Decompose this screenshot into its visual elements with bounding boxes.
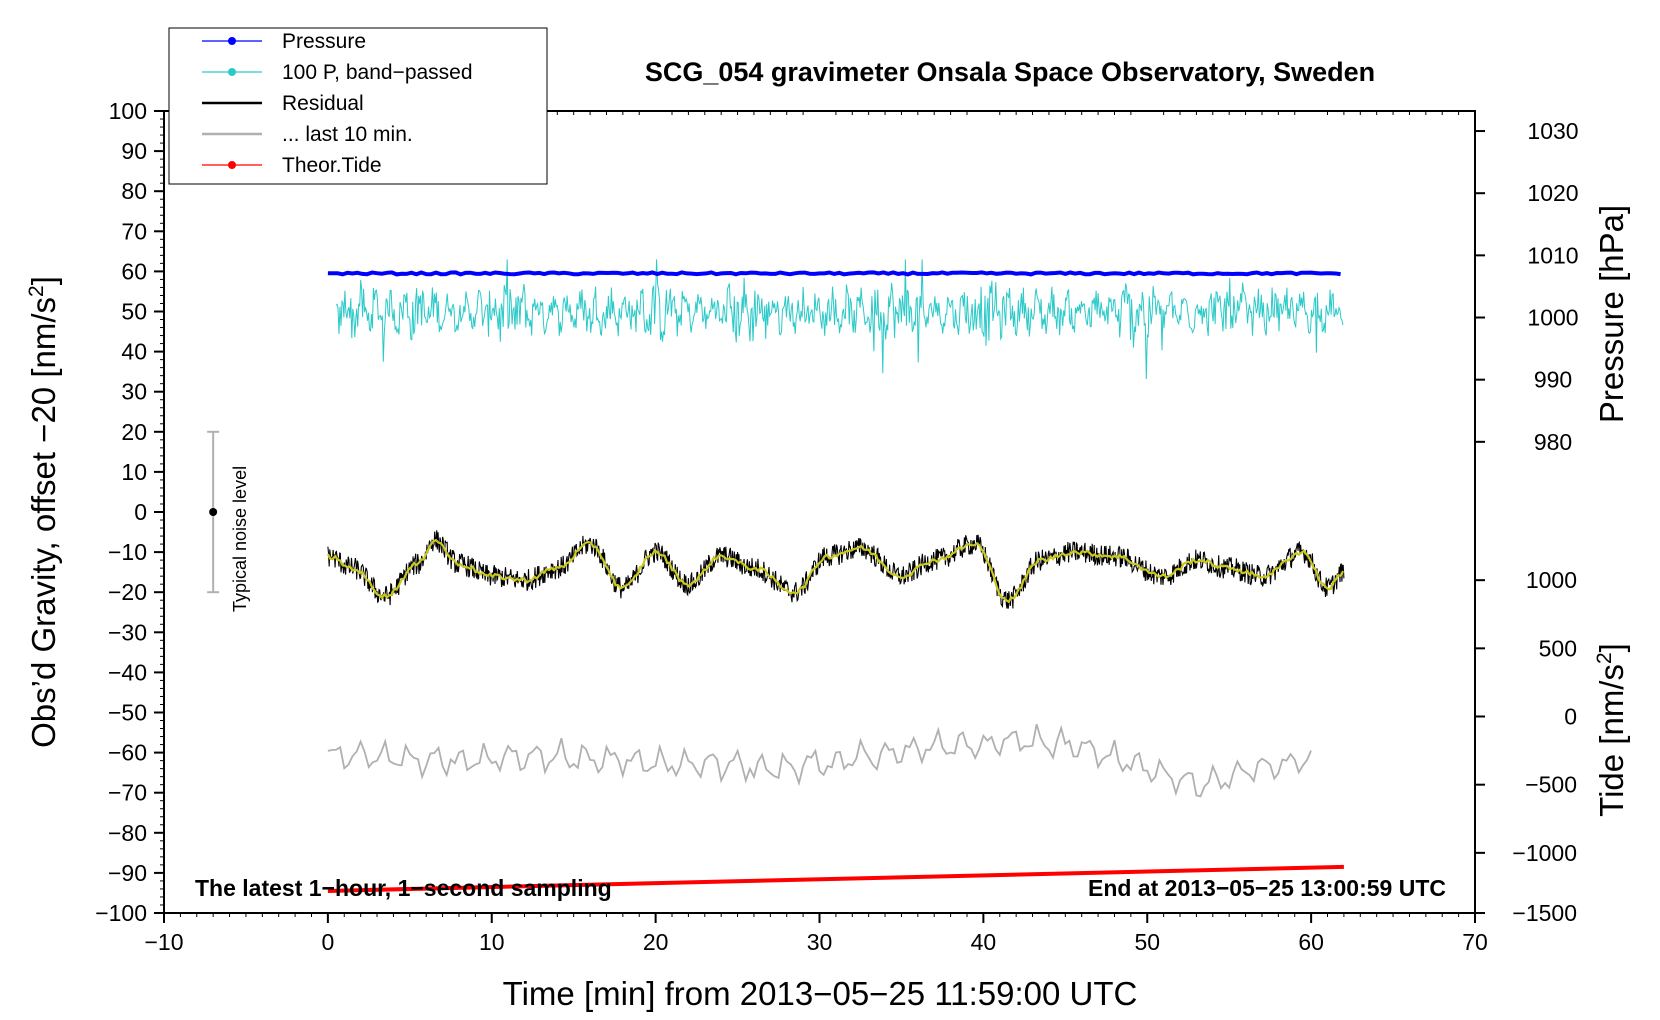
tide-axis-title: Tide [nm/s2] (1593, 643, 1630, 817)
series-residual (327, 530, 1345, 609)
tide-tick-label: −500 (1525, 772, 1577, 798)
pressure-axis-title: Pressure [hPa] (1593, 205, 1630, 423)
y-tick-label: 50 (121, 299, 147, 325)
y-axis-title-end: ] (25, 276, 62, 285)
y-tick-label: 0 (134, 499, 147, 525)
y-tick-label: −10 (108, 539, 147, 565)
y-tick-label: 10 (121, 459, 147, 485)
x-tick-label: −10 (144, 929, 183, 955)
y-axis-title-main: Obs’d Gravity, offset −20 [nm/s (25, 297, 62, 748)
x-tick-label: 10 (479, 929, 505, 955)
x-tick-label: 30 (807, 929, 833, 955)
pressure-tick-label: 1020 (1527, 180, 1578, 206)
series-last-10-min (327, 724, 1312, 798)
y-axis-title-sup: 2 (25, 285, 48, 297)
legend-label: Residual (282, 92, 364, 115)
plot-frame (163, 110, 1476, 914)
y-tick-label: 70 (121, 218, 147, 244)
pressure-tick-label: 990 (1534, 367, 1572, 393)
pressure-axis-ticks: 1030 1020 1010 1000 990 980 (1475, 118, 1579, 455)
y-tick-label: 90 (121, 138, 147, 164)
sampling-note: The latest 1−hour, 1−second sampling (195, 875, 612, 901)
tide-tick-label: −1000 (1512, 840, 1577, 866)
y-tick-label: −90 (108, 860, 147, 886)
x-tick-label: 20 (643, 929, 669, 955)
tide-tick-label: 500 (1539, 635, 1577, 661)
noise-level-bar (207, 430, 220, 594)
legend-label: ... last 10 min. (282, 123, 413, 146)
y-axis-title: Obs’d Gravity, offset −20 [nm/s2] (25, 276, 62, 748)
y-tick-label: −50 (108, 700, 147, 726)
y-tick-label: −70 (108, 780, 147, 806)
pressure-tick-label: 1030 (1527, 118, 1578, 144)
legend: Pressure 100 P, band−passed Residual ... la… (168, 27, 548, 185)
y-tick-label: −80 (108, 820, 147, 846)
y-tick-label: 30 (121, 379, 147, 405)
pressure-tick-label: 1010 (1527, 242, 1578, 268)
tide-axis-title-main: Tide [nm/s (1593, 664, 1630, 817)
y-tick-label: 60 (121, 258, 147, 284)
tide-axis-title-sup: 2 (1593, 652, 1616, 664)
x-tick-label: 40 (971, 929, 997, 955)
pressure-tick-label: 980 (1534, 429, 1572, 455)
series-theor-tide (327, 864, 1344, 893)
end-time-note: End at 2013−05−25 13:00:59 UTC (1088, 875, 1446, 901)
x-tick-label: 50 (1134, 929, 1160, 955)
x-axis-title: Time [min] from 2013−05−25 11:59:00 UTC (503, 975, 1138, 1012)
legend-swatch-dot (228, 161, 236, 169)
x-tick-label: 0 (321, 929, 334, 955)
series-pressure (327, 270, 1341, 277)
noise-bar-center-dot (209, 508, 218, 516)
series-band-passed-pressure (335, 259, 1344, 380)
y-tick-label: −100 (95, 900, 147, 926)
y-tick-label: 40 (121, 339, 147, 365)
legend-label: Theor.Tide (282, 154, 382, 177)
x-axis-ticks: −10 0 10 20 30 40 50 60 70 (144, 111, 1488, 955)
y-tick-label: −60 (108, 740, 147, 766)
legend-box (168, 27, 548, 185)
y-tick-label: −20 (108, 579, 147, 605)
tide-tick-label: 0 (1564, 704, 1577, 730)
y-tick-label: −30 (108, 619, 147, 645)
y-tick-label: 20 (121, 419, 147, 445)
series-residual-smoothed (326, 538, 1345, 604)
tide-tick-label: −1500 (1512, 900, 1577, 926)
y-axis-ticks: 1009080706050403020100−10−20−30−40−50−60… (95, 98, 164, 926)
chart-title: SCG_054 gravimeter Onsala Space Observat… (645, 57, 1375, 87)
noise-level-label: Typical noise level (230, 466, 250, 612)
pressure-tick-label: 1000 (1527, 305, 1578, 331)
legend-swatch-dot (228, 37, 236, 45)
legend-swatch-dot (228, 68, 236, 76)
tide-tick-label: 1000 (1526, 567, 1577, 593)
series-layer (326, 259, 1345, 893)
x-tick-label: 60 (1298, 929, 1324, 955)
x-tick-label: 70 (1462, 929, 1488, 955)
y-tick-label: 80 (121, 178, 147, 204)
legend-label: Pressure (282, 30, 366, 53)
legend-label: 100 P, band−passed (282, 61, 473, 84)
y-tick-label: 100 (109, 98, 147, 124)
tide-axis-title-end: ] (1593, 643, 1630, 652)
tide-axis-ticks: 1000 500 0 −500 −1000 −1500 (1475, 567, 1577, 926)
y-tick-label: −40 (108, 659, 147, 685)
